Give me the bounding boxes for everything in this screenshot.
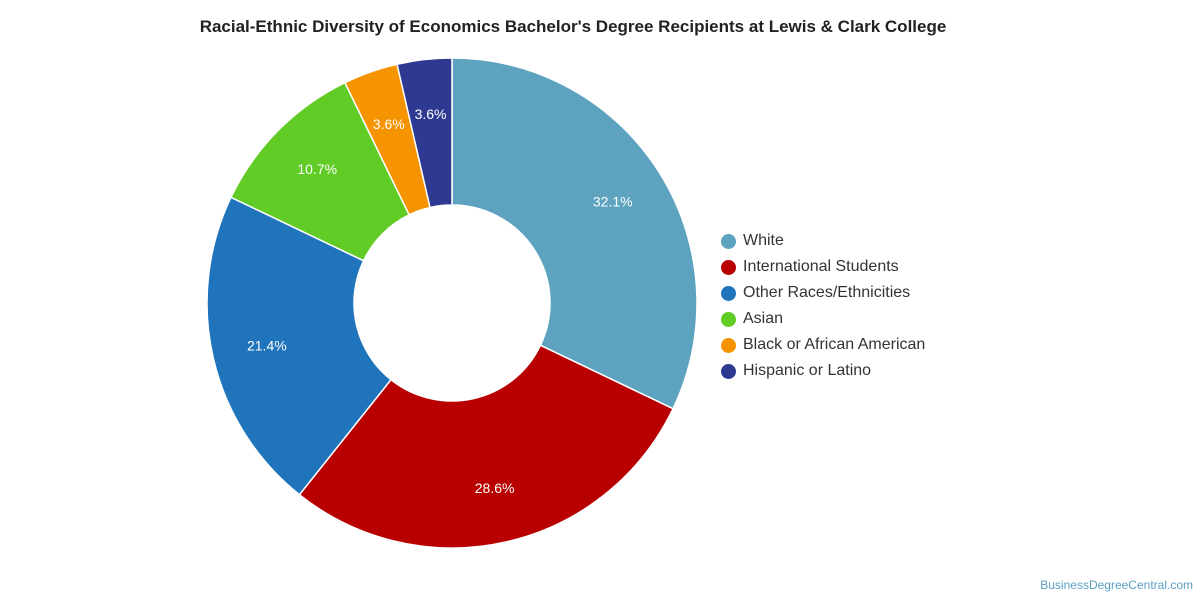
chart-title: Racial-Ethnic Diversity of Economics Bac… <box>199 17 947 36</box>
legend-item-white[interactable]: White <box>721 228 925 254</box>
slice-label-asian: 10.7% <box>297 161 337 177</box>
legend-swatch-icon <box>721 363 736 379</box>
legend-label: Black or African American <box>743 336 926 353</box>
legend-label: Other Races/Ethnicities <box>743 284 911 301</box>
legend-item-asian[interactable]: Asian <box>721 306 925 332</box>
slice-label-other-races-ethnicities: 21.4% <box>247 338 287 354</box>
slice-label-black-or-african-american: 3.6% <box>373 116 405 132</box>
slice-label-white: 32.1% <box>593 194 633 210</box>
legend-swatch-icon <box>721 337 736 353</box>
legend-item-hispanic-or-latino[interactable]: Hispanic or Latino <box>721 358 925 384</box>
legend-swatch-icon <box>721 285 736 301</box>
legend-swatch-icon <box>721 259 736 275</box>
slice-label-international-students: 28.6% <box>475 480 515 496</box>
slice-international-students[interactable] <box>298 344 675 549</box>
legend: White International Students Other Races/E… <box>721 228 925 384</box>
slice-asian[interactable] <box>229 81 411 262</box>
legend-item-black-or-african-american[interactable]: Black or African American <box>721 332 925 358</box>
slice-hispanic-or-latino[interactable] <box>396 57 453 209</box>
slice-other-races-ethnicities[interactable] <box>206 196 393 496</box>
slice-label-hispanic-or-latino: 3.6% <box>415 106 447 122</box>
legend-swatch-icon <box>721 233 736 249</box>
legend-item-international-students[interactable]: International Students <box>721 254 925 280</box>
legend-label: Hispanic or Latino <box>743 362 872 379</box>
legend-label: White <box>743 232 784 249</box>
slice-labels-group: 32.1% 28.6% 21.4% 10.7% 3.6% 3.6% <box>247 106 633 496</box>
legend-item-other-races-ethnicities[interactable]: Other Races/Ethnicities <box>721 280 925 306</box>
legend-label: International Students <box>743 258 899 275</box>
slice-white[interactable] <box>451 57 698 410</box>
legend-label: Asian <box>743 310 784 327</box>
legend-swatch-icon <box>721 311 736 327</box>
slices-group <box>206 57 698 549</box>
source-credit[interactable]: BusinessDegreeCentral.com <box>1040 578 1193 592</box>
